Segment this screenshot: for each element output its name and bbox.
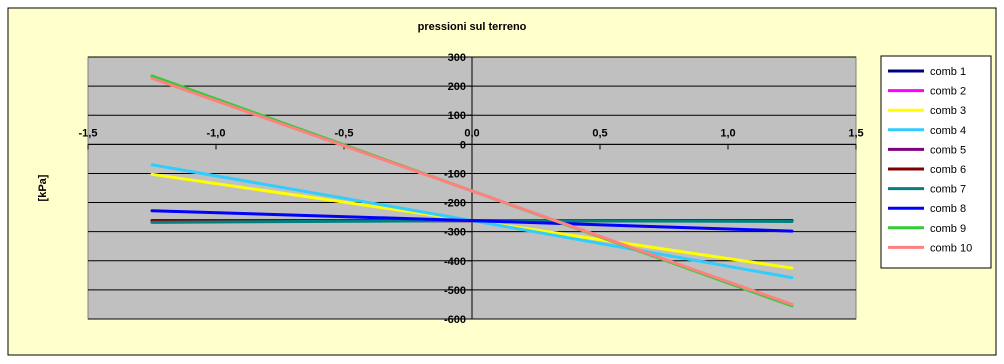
legend: comb 1 comb 2 comb 3 comb 4 comb 5 comb 6 comb… [888,66,972,254]
y-tick-label: -600 [444,314,466,326]
x-tick-label: 1,5 [848,127,863,139]
y-tick-label: 200 [448,81,466,93]
y-tick-label: 0 [460,139,466,151]
tick-labels: -1,5 -1,0 -0,5 0,0 0,5 1,0 1,5 300 200 100 0 -100 -2… [79,52,864,326]
x-tick-label: -1,0 [207,127,226,139]
legend-label: comb 1 [930,66,966,78]
y-tick-label: -100 [444,168,466,180]
x-tick-label: -1,5 [79,127,98,139]
legend-label: comb 4 [930,125,966,137]
x-tick-label: 0,5 [592,127,607,139]
legend-label: comb 6 [930,164,966,176]
legend-label: comb 10 [930,242,972,254]
series-line-comb-8 [150,209,794,233]
chart-title: pressioni sul terreno [418,21,527,33]
legend-label: comb 8 [930,203,966,215]
legend-label: comb 2 [930,86,966,98]
legend-label: comb 9 [930,223,966,235]
x-tick-label: -0,5 [335,127,354,139]
y-tick-label: 100 [448,110,466,122]
y-axis-label: [kPa] [37,174,49,201]
x-tick-label: 0,0 [464,127,479,139]
series-line-comb-10 [150,76,794,306]
y-tick-label: -500 [444,285,466,297]
x-tick-label: 1,0 [720,127,735,139]
data-series [150,74,794,308]
y-tick-label: -400 [444,256,466,268]
y-tick-label: -300 [444,227,466,239]
y-tick-label: -200 [444,198,466,210]
legend-label: comb 7 [930,184,966,196]
legend-label: comb 5 [930,144,966,156]
legend-label: comb 3 [930,105,966,117]
y-tick-label: 300 [448,52,466,64]
